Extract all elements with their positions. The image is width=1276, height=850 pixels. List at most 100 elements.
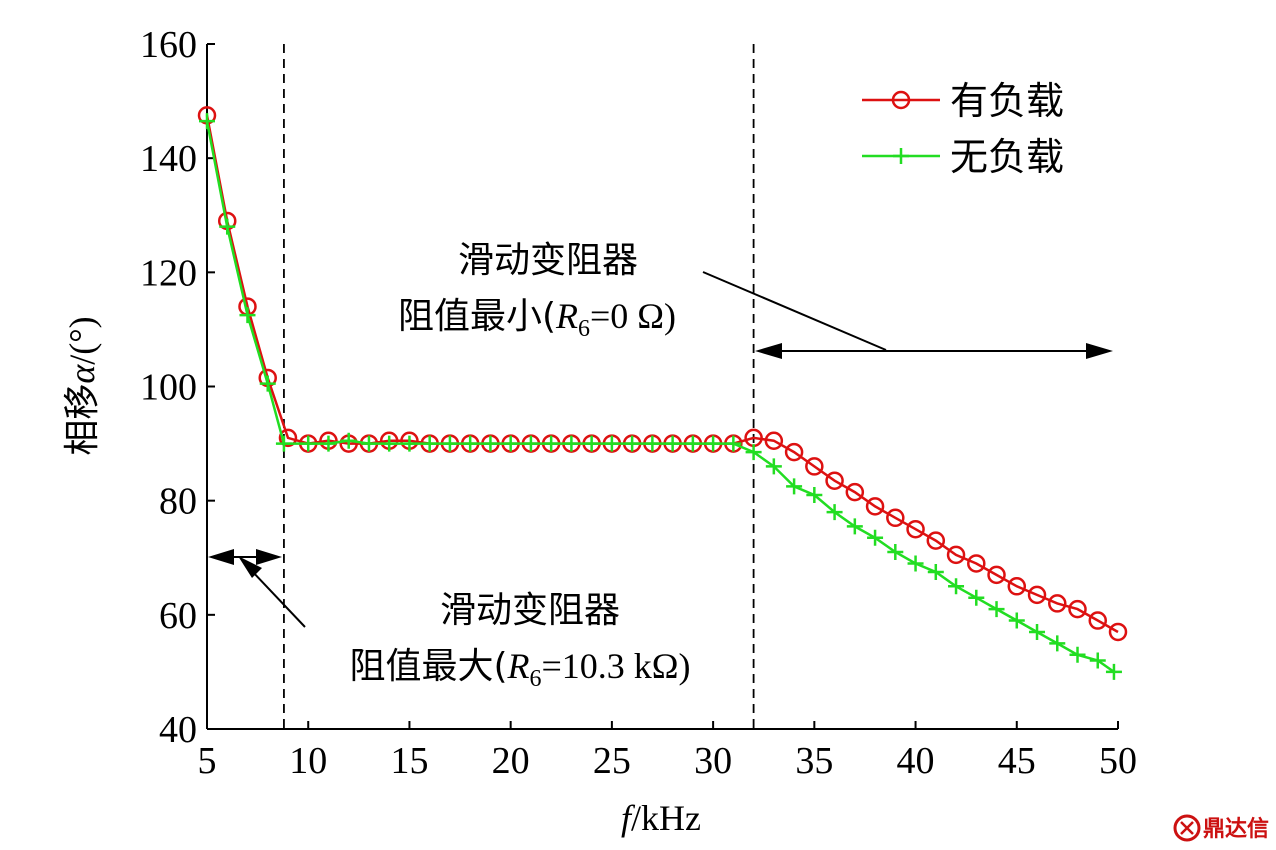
x-tick-label: 15 — [390, 740, 428, 782]
data-point-circle — [886, 508, 905, 528]
data-point-circle — [946, 545, 966, 565]
data-point-plus — [907, 555, 924, 572]
arrowhead-left-icon — [755, 343, 782, 359]
x-tick-label: 5 — [198, 740, 217, 782]
data-point-plus — [275, 435, 292, 452]
data-point-plus — [826, 504, 843, 521]
data-point-plus — [563, 435, 580, 452]
data-point-circle — [906, 519, 925, 539]
data-point-circle — [967, 554, 986, 573]
annotation-min-line1: 滑动变阻器 — [458, 240, 638, 281]
data-point-plus — [988, 601, 1005, 618]
y-tick-label: 40 — [159, 709, 197, 751]
x-tick-label: 10 — [289, 740, 327, 782]
data-point-circle — [845, 482, 865, 502]
annotation-min-leader — [702, 271, 887, 351]
data-point-circle — [865, 497, 885, 516]
data-point-plus — [360, 435, 377, 452]
data-point-plus — [340, 432, 357, 449]
y-tick-label: 80 — [159, 481, 197, 523]
watermark: 鼎达信 — [1173, 814, 1269, 842]
data-point-plus — [867, 529, 884, 546]
series-line — [205, 120, 1115, 673]
data-point-plus — [583, 435, 600, 452]
series-layer — [197, 106, 1128, 680]
data-point-plus — [1008, 612, 1025, 629]
data-point-plus — [522, 435, 539, 452]
data-point-plus — [765, 458, 782, 475]
data-point-plus — [300, 435, 317, 452]
data-point-plus — [725, 435, 742, 452]
data-point-plus — [239, 307, 256, 324]
data-point-plus — [441, 435, 458, 452]
legend-label-loaded: 有负载 — [950, 79, 1064, 123]
data-point-plus — [887, 544, 904, 561]
data-point-plus — [705, 435, 722, 452]
arrowhead-right-icon — [256, 549, 282, 565]
data-point-plus — [684, 435, 701, 452]
legend: 有负载 无负载 — [862, 79, 1064, 179]
arrowhead-left-icon — [208, 549, 234, 565]
x-axis-unit: /kHz — [631, 798, 701, 838]
legend-marker-loaded — [891, 90, 911, 110]
legend-marker-unloaded — [893, 148, 909, 164]
data-point-plus — [968, 589, 985, 606]
data-point-plus — [1029, 623, 1046, 640]
x-tick-label: 45 — [998, 740, 1036, 782]
arrowhead-right-icon — [1086, 343, 1113, 359]
data-point-plus — [482, 435, 499, 452]
y-tick-label: 60 — [159, 595, 197, 637]
legend-label-unloaded: 无负载 — [950, 135, 1064, 179]
y-axis-prefix: 相移 — [62, 384, 103, 456]
data-point-plus — [381, 435, 398, 452]
x-tick-label: 30 — [694, 740, 732, 782]
leader-arrowhead-icon — [238, 556, 262, 578]
data-point-plus — [806, 486, 823, 503]
x-axis-title: f/kHz — [621, 798, 701, 838]
x-tick-label: 35 — [795, 740, 833, 782]
dingdaxin-logo-icon — [1173, 814, 1201, 842]
data-point-plus — [1105, 663, 1122, 680]
data-point-plus — [745, 444, 762, 461]
y-tick-label: 140 — [140, 138, 197, 180]
data-point-plus — [846, 518, 863, 535]
data-point-circle — [278, 428, 298, 448]
data-point-plus — [1069, 646, 1086, 663]
data-point-plus — [401, 435, 418, 452]
data-point-plus — [219, 218, 236, 235]
annotation-min-line2: 阻值最小(R6=0 Ω) — [398, 296, 676, 342]
watermark-text: 鼎达信 — [1203, 816, 1269, 842]
x-tick-label: 25 — [593, 740, 631, 782]
data-point-plus — [502, 435, 519, 452]
annotation-min-resistance: 滑动变阻器 阻值最小(R6=0 Ω) — [398, 240, 1113, 359]
annotation-max-line2: 阻值最大(R6=10.3 kΩ) — [349, 646, 690, 692]
data-point-plus — [927, 564, 944, 581]
data-point-plus — [320, 435, 337, 452]
series-loaded — [197, 106, 1128, 642]
y-axis-var: α — [62, 364, 102, 384]
data-point-plus — [1049, 635, 1066, 652]
data-point-plus — [603, 435, 620, 452]
x-tick-label: 40 — [897, 740, 935, 782]
data-point-plus — [1089, 652, 1106, 669]
dashed-lines — [283, 44, 755, 729]
data-point-circle — [764, 431, 784, 450]
data-point-plus — [948, 578, 965, 595]
annotation-max-leader — [249, 568, 306, 628]
data-point-circle — [1108, 622, 1128, 642]
y-axis-unit: /(°) — [62, 316, 102, 364]
x-tick-label: 20 — [492, 740, 530, 782]
y-tick-label: 160 — [140, 24, 197, 66]
data-point-plus — [421, 435, 438, 452]
logo-mark — [1180, 821, 1194, 835]
data-point-circle — [1068, 599, 1087, 619]
series-line — [205, 115, 1119, 634]
y-tick-label: 100 — [140, 367, 197, 409]
annotation-max-resistance: 滑动变阻器 阻值最大(R6=10.3 kΩ) — [208, 549, 691, 692]
data-point-circle — [987, 565, 1006, 585]
data-point-circle — [926, 531, 946, 550]
data-point-plus — [259, 375, 276, 392]
data-point-circle — [784, 442, 804, 462]
data-point-plus — [786, 478, 803, 495]
